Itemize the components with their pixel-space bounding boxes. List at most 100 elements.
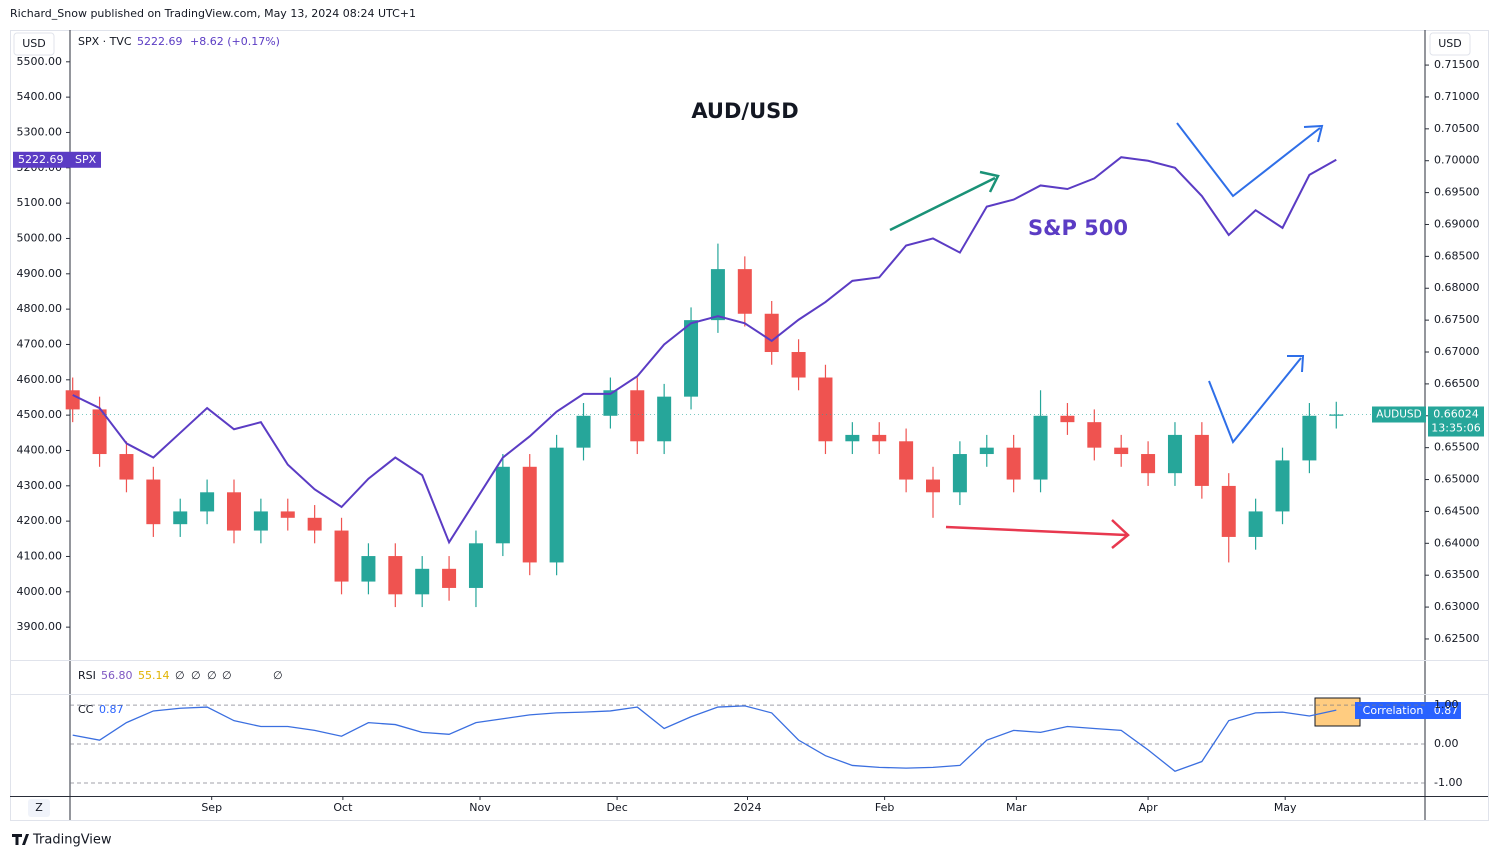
tag — [1355, 702, 1432, 719]
y-tick-label: 0.68000 — [1434, 281, 1480, 294]
price-tag-value: 0.66024 — [1433, 408, 1479, 421]
y-tick-label: 0.70000 — [1434, 154, 1480, 167]
candle-body — [388, 556, 403, 595]
y-tick-label: 0.65500 — [1434, 441, 1480, 454]
rsi-empty: ∅ — [207, 669, 217, 682]
y2-tick-label: 4200.00 — [17, 514, 63, 527]
y-tick-label: -1.00 — [1434, 776, 1462, 789]
x-tick-label: 2024 — [734, 801, 762, 814]
arrow — [945, 525, 1127, 537]
candle-body — [1060, 415, 1075, 423]
y2-tick-label: 5300.00 — [17, 125, 63, 138]
candle-body — [173, 511, 188, 525]
currency-button[interactable] — [13, 32, 55, 56]
arrow — [889, 176, 996, 232]
y-tick-label: 0.69500 — [1434, 186, 1480, 199]
cc-value: 0.87 — [99, 703, 124, 716]
highlight-box — [1314, 697, 1361, 727]
y-tick-label: 0.69000 — [1434, 217, 1480, 230]
candle-body — [764, 313, 779, 353]
y2-tick-label: 5500.00 — [17, 55, 63, 68]
candle-body — [1221, 485, 1236, 537]
candle-body — [442, 568, 457, 588]
y-tick-label: 0.64500 — [1434, 504, 1480, 517]
rsi-empty: ∅ — [222, 669, 232, 682]
candle-body — [630, 390, 645, 442]
y-tick-label: 0.71500 — [1434, 58, 1480, 71]
cc-tag-value: 0.87 — [1434, 704, 1459, 717]
y2-tick-label: 4800.00 — [17, 302, 63, 315]
rsi-empty: ∅ — [273, 669, 283, 682]
candle-body — [65, 390, 80, 410]
y2-tick-label: 4900.00 — [17, 267, 63, 280]
candle-body — [952, 454, 967, 493]
candle-body — [1087, 422, 1102, 448]
x-tick-label: Sep — [201, 801, 222, 814]
y-tick-label: 0.68500 — [1434, 249, 1480, 262]
candle-body — [979, 447, 994, 455]
price-tag — [1372, 406, 1426, 423]
currency[interactable]: USD — [22, 37, 46, 50]
z-button[interactable] — [28, 799, 50, 817]
frame — [10, 30, 1489, 821]
price-tag-value: 5222.69 — [18, 153, 64, 166]
y2-tick-label: 5400.00 — [17, 90, 63, 103]
candle-body — [1033, 415, 1048, 480]
y2-tick-label: 4700.00 — [17, 337, 63, 350]
candle-body — [1141, 454, 1156, 474]
candle-body — [684, 320, 699, 397]
x-tick-label: Apr — [1139, 801, 1159, 814]
candle-body — [1167, 434, 1182, 474]
y2-tick-label: 4300.00 — [17, 479, 63, 492]
arrows — [889, 122, 1324, 549]
candle-body — [200, 492, 215, 512]
candle-body — [253, 511, 268, 531]
y-tick-label: 0.67500 — [1434, 313, 1480, 326]
price-tag — [13, 151, 101, 168]
y-tick-label: 0.67000 — [1434, 345, 1480, 358]
candle-body — [1302, 415, 1317, 461]
candle-body — [1006, 447, 1021, 480]
price-tag-name: SPX — [75, 153, 97, 166]
legend-price: 5222.69 — [137, 35, 183, 48]
candle-body — [791, 352, 806, 378]
currency[interactable]: USD — [1438, 37, 1462, 50]
footer: TradingView — [32, 833, 112, 848]
y2-tick-label: 4000.00 — [17, 585, 63, 598]
header: Richard_Snow published on TradingView.co… — [10, 7, 416, 20]
price-tag-name: AUDUSD — [1376, 409, 1421, 421]
line — [72, 705, 1337, 772]
candle-body — [926, 479, 941, 493]
rsi-name: RSI — [78, 669, 96, 682]
arrow — [1176, 122, 1321, 198]
y2-tick-label: 4100.00 — [17, 549, 63, 562]
chart-title: AUD/USD — [691, 99, 798, 123]
arrow — [1208, 357, 1302, 444]
y-tick-label: 0.64000 — [1434, 536, 1480, 549]
currency-button[interactable] — [1429, 32, 1471, 56]
candle-body — [1194, 434, 1209, 486]
candle-body — [495, 466, 510, 544]
candle-body — [468, 543, 483, 588]
y-tick-label: 0.66500 — [1434, 377, 1480, 390]
candle-body — [146, 479, 161, 525]
line — [72, 156, 1337, 545]
y2-tick-label: 3900.00 — [17, 620, 63, 633]
candle-body — [657, 396, 672, 442]
candle-body — [226, 492, 241, 531]
arrow-head — [979, 170, 1000, 193]
cc-tag: Correlation — [1363, 704, 1424, 717]
arrow-head — [1287, 355, 1305, 373]
candle-body — [334, 530, 349, 582]
candle-body — [415, 568, 430, 595]
z-button-label[interactable]: Z — [35, 801, 43, 814]
arrow-head — [1111, 519, 1130, 549]
y2-tick-label: 4400.00 — [17, 443, 63, 456]
x-tick-label: May — [1274, 801, 1297, 814]
rsi-value: 56.80 — [101, 669, 133, 682]
rsi-empty: ∅ — [191, 669, 201, 682]
y-tick-label: 0.00 — [1434, 737, 1459, 750]
x-tick-label: Feb — [875, 801, 894, 814]
